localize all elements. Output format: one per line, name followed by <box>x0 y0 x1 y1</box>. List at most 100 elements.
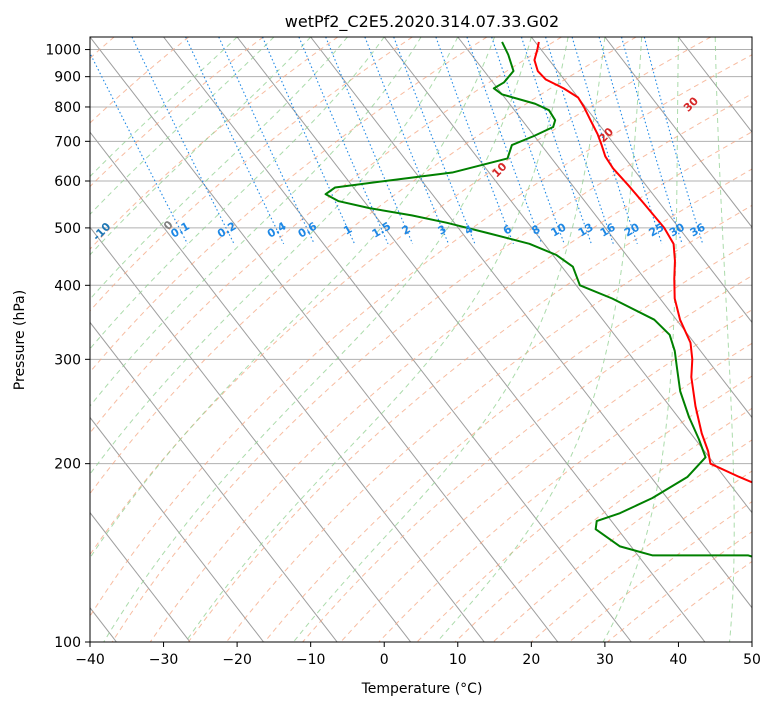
moist-adiabat--10 <box>90 37 312 256</box>
dry-adiabat-40 <box>90 37 712 556</box>
isotherm-20 <box>530 37 752 324</box>
isotherm-10 <box>457 37 752 419</box>
overlay-labels: 0.1 0.2 0.4 0.6 1 1.5 2 3 4 6 8 10 13 16 20 25 30 36-10 01… <box>90 94 708 243</box>
mixing-ratio-label: 20 <box>622 220 642 239</box>
mixing-ratio-line-30 <box>621 37 683 244</box>
plot-area: 0.1 0.2 0.4 0.6 1 1.5 2 3 4 6 8 10 13 16 20 25 30 36-10 01… <box>89 36 753 643</box>
isotherm--80 <box>90 416 264 642</box>
mixing-ratio-line-8 <box>466 37 543 245</box>
dry-adiabat-140 <box>416 375 752 642</box>
x-tick-label: 50 <box>743 652 761 668</box>
mixing-ratio-line-10 <box>491 37 565 245</box>
dry-adiabat-20 <box>90 37 562 434</box>
isotherm-30 <box>604 37 752 229</box>
isotherm--30 <box>163 37 632 642</box>
mixing-ratio-label: 13 <box>576 221 596 240</box>
moist-adiabat--5 <box>90 37 348 300</box>
isotherm-50 <box>751 37 752 38</box>
x-tick-label: −20 <box>222 652 252 668</box>
dry-adiabat-10 <box>90 37 488 373</box>
mixing-ratio-line-6 <box>435 37 514 245</box>
sounding-profiles <box>324 41 752 558</box>
x-tick-label: 10 <box>449 652 467 668</box>
mixing-ratio-line-36 <box>643 37 704 244</box>
x-tick-label: −10 <box>296 652 326 668</box>
y-tick-label: 500 <box>54 221 81 237</box>
mixing-ratio-label: 8 <box>529 223 542 238</box>
moist-adiabat-20 <box>103 37 532 642</box>
dry-adiabat-60 <box>111 93 752 642</box>
dry-adiabat--30 <box>90 37 189 124</box>
moist-adiabat-25 <box>185 37 569 642</box>
pressure-gridlines <box>90 49 752 642</box>
moist-adiabat-30 <box>293 37 606 642</box>
y-tick-label: 400 <box>54 278 81 294</box>
mixing-ratio-line-4 <box>393 37 476 245</box>
x-axis-label: Temperature (°C) <box>361 681 483 697</box>
mixing-ratio-line-3 <box>364 37 450 245</box>
moist-adiabat-15 <box>90 37 496 559</box>
dry-adiabat-70 <box>149 131 752 642</box>
mixing-ratio-label: 2 <box>400 223 413 238</box>
axis-ticks: −40 −30 −20 −10 0 10 20 30 40 5010020030040050060… <box>45 43 761 668</box>
y-tick-label: 900 <box>54 70 81 86</box>
mixing-ratio-label: 6 <box>501 222 514 237</box>
dry-adiabat--10 <box>90 37 339 250</box>
dry-adiabat-80 <box>187 168 752 642</box>
dry-adiabat-110 <box>302 275 752 642</box>
dry-adiabats <box>90 37 752 642</box>
moist-adiabat-0 <box>90 37 385 350</box>
x-tick-label: −40 <box>75 652 105 668</box>
plot-frame <box>89 36 753 643</box>
isotherms <box>90 37 752 642</box>
isotherm--60 <box>90 226 412 642</box>
y-tick-label: 300 <box>54 352 81 368</box>
dry-adiabat-0 <box>90 37 413 312</box>
dry-adiabat-120 <box>340 309 752 642</box>
mixing-ratio-line-0.1 <box>90 52 188 245</box>
dry-adiabat-200 <box>645 560 752 642</box>
x-tick-label: −30 <box>149 652 179 668</box>
dry-adiabat-130 <box>378 342 752 642</box>
dewpoint-profile-line <box>324 41 752 558</box>
y-tick-label: 800 <box>54 100 81 116</box>
mixing-ratio-label: 25 <box>647 221 667 240</box>
mixing-ratio-label: 10 <box>549 220 569 239</box>
dry-adiabat--20 <box>90 37 264 188</box>
moist-adiabat-40 <box>602 37 679 642</box>
temperature-profile-line <box>533 41 752 484</box>
mixing-ratio-lines <box>90 37 704 245</box>
moist-adiabat-5 <box>90 37 422 407</box>
isotherm--20 <box>236 37 706 642</box>
mixing-ratio-line-1 <box>262 37 356 245</box>
isotherm--70 <box>90 321 338 642</box>
y-tick-label: 1000 <box>45 43 81 59</box>
dry-adiabat-label: -10 <box>90 220 113 243</box>
moist-adiabat-45 <box>714 37 735 642</box>
dry-adiabat-150 <box>454 407 752 642</box>
y-tick-label: 700 <box>54 134 81 150</box>
moist-adiabats <box>90 37 752 642</box>
mixing-ratio-label: 36 <box>688 220 708 239</box>
plot-clip-group <box>90 37 752 642</box>
isotherm--90 <box>90 511 191 642</box>
dry-adiabat-30 <box>90 37 637 495</box>
moist-adiabat-10 <box>90 37 459 475</box>
moist-adiabat--15 <box>90 37 275 216</box>
dry-adiabat-170 <box>530 470 752 642</box>
mixing-ratio-line-1.5 <box>298 37 389 245</box>
mixing-ratio-label: 0.6 <box>296 219 320 240</box>
isotherm--10 <box>310 37 752 609</box>
moist-adiabat-label: 20 <box>596 125 616 145</box>
x-tick-label: 30 <box>596 652 614 668</box>
y-axis-label: Pressure (hPa) <box>12 290 28 390</box>
moist-adiabat-50 <box>751 37 752 48</box>
chart-title: wetPf2_C2E5.2020.314.07.33.G02 <box>285 12 559 32</box>
y-tick-label: 100 <box>54 635 81 651</box>
x-tick-label: 0 <box>380 652 389 668</box>
isotherm--40 <box>90 37 559 642</box>
moist-adiabat-35 <box>436 37 643 642</box>
isotherm--50 <box>90 131 485 642</box>
y-tick-label: 200 <box>54 457 81 473</box>
